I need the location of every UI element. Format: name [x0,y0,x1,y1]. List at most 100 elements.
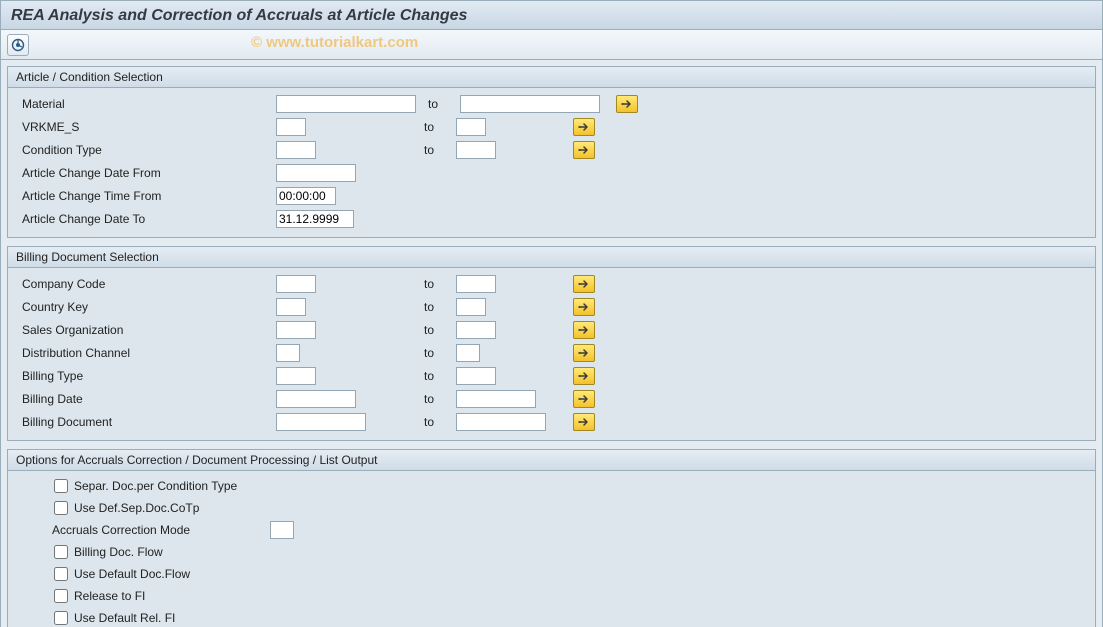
label-billing-doc-flow: Billing Doc. Flow [74,545,163,559]
to-label-country-key: to [416,300,456,314]
multiple-selection-icon [578,417,590,427]
field-row-billing-document: Billing Document to [16,411,1087,433]
to-label-vrkme-s: to [416,120,456,134]
input-distribution-channel-from[interactable] [276,344,300,362]
input-article-change-date-from-from[interactable] [276,164,356,182]
label-release-to-fi: Release to FI [74,589,145,603]
label-billing-document: Billing Document [16,415,276,429]
page-title: REA Analysis and Correction of Accruals … [1,1,1102,30]
checkbox-use-default-rel-fi[interactable] [54,611,68,625]
label-article-change-time-from: Article Change Time From [16,189,276,203]
multiple-selection-icon [578,302,590,312]
input-billing-document-from[interactable] [276,413,366,431]
multiple-selection-icon [578,279,590,289]
label-billing-date: Billing Date [16,392,276,406]
label-use-def-sep-doc-cotp: Use Def.Sep.Doc.CoTp [74,501,199,515]
toolbar: © www.tutorialkart.com [1,30,1102,60]
to-label-condition-type: to [416,143,456,157]
input-company-code-from[interactable] [276,275,316,293]
multiple-selection-icon [578,371,590,381]
input-article-change-time-from-from[interactable] [276,187,336,205]
input-company-code-to[interactable] [456,275,496,293]
to-label-sales-organization: to [416,323,456,337]
group-options: Options for Accruals Correction / Docume… [7,449,1096,627]
checkbox-billing-doc-flow[interactable] [54,545,68,559]
field-row-condition-type: Condition Type to [16,139,1087,161]
checkbox-use-default-doc-flow[interactable] [54,567,68,581]
field-row-country-key: Country Keyto [16,296,1087,318]
label-vrkme-s: VRKME_S [16,120,276,134]
input-billing-type-to[interactable] [456,367,496,385]
field-row-material: Material to [16,93,1087,115]
input-country-key-from[interactable] [276,298,306,316]
input-billing-date-from[interactable] [276,390,356,408]
input-condition-type-from[interactable] [276,141,316,159]
label-billing-type: Billing Type [16,369,276,383]
checkbox-use-def-sep-doc-cotp[interactable] [54,501,68,515]
group-header-article: Article / Condition Selection [8,67,1095,88]
option-row-separ-doc-per-condition-type: Separ. Doc.per Condition Type [16,475,1087,497]
input-vrkme-s-from[interactable] [276,118,306,136]
input-material-from[interactable] [276,95,416,113]
label-use-default-rel-fi: Use Default Rel. FI [74,611,175,625]
label-condition-type: Condition Type [16,143,276,157]
execute-button[interactable] [7,34,29,56]
label-distribution-channel: Distribution Channel [16,346,276,360]
to-label-billing-document: to [416,415,456,429]
field-row-sales-organization: Sales Organization to [16,319,1087,341]
to-label-company-code: to [416,277,456,291]
group-header-options: Options for Accruals Correction / Docume… [8,450,1095,471]
multiple-selection-button[interactable] [573,298,595,316]
multiple-selection-button[interactable] [573,141,595,159]
content-area: Article / Condition Selection Material to… [1,60,1102,627]
multiple-selection-icon [578,145,590,155]
multiple-selection-icon [578,348,590,358]
multiple-selection-button[interactable] [573,275,595,293]
multiple-selection-button[interactable] [616,95,638,113]
to-label-distribution-channel: to [416,346,456,360]
watermark: © www.tutorialkart.com [251,34,418,51]
multiple-selection-button[interactable] [573,413,595,431]
input-material-to[interactable] [460,95,600,113]
multiple-selection-button[interactable] [573,344,595,362]
input-distribution-channel-to[interactable] [456,344,480,362]
option-row-release-to-fi: Release to FI [16,585,1087,607]
input-billing-date-to[interactable] [456,390,536,408]
option-row-use-def-sep-doc-cotp: Use Def.Sep.Doc.CoTp [16,497,1087,519]
input-sales-organization-from[interactable] [276,321,316,339]
option-row-accruals-correction-mode: Accruals Correction Mode [16,519,1087,541]
checkbox-release-to-fi[interactable] [54,589,68,603]
option-row-billing-doc-flow: Billing Doc. Flow [16,541,1087,563]
to-label-material: to [420,97,460,111]
multiple-selection-button[interactable] [573,390,595,408]
input-country-key-to[interactable] [456,298,486,316]
input-article-change-date-to-from[interactable] [276,210,354,228]
option-row-use-default-doc-flow: Use Default Doc.Flow [16,563,1087,585]
to-label-billing-date: to [416,392,456,406]
input-vrkme-s-to[interactable] [456,118,486,136]
label-material: Material [16,97,276,111]
label-separ-doc-per-condition-type: Separ. Doc.per Condition Type [74,479,237,493]
execute-icon [11,38,25,52]
multiple-selection-button[interactable] [573,118,595,136]
option-row-use-default-rel-fi: Use Default Rel. FI [16,607,1087,627]
to-label-billing-type: to [416,369,456,383]
field-row-article-change-date-from: Article Change Date From [16,162,1087,184]
label-sales-organization: Sales Organization [16,323,276,337]
label-article-change-date-from: Article Change Date From [16,166,276,180]
multiple-selection-button[interactable] [573,321,595,339]
checkbox-separ-doc-per-condition-type[interactable] [54,479,68,493]
multiple-selection-icon [578,122,590,132]
multiple-selection-icon [621,99,633,109]
input-billing-type-from[interactable] [276,367,316,385]
field-row-company-code: Company Codeto [16,273,1087,295]
input-sales-organization-to[interactable] [456,321,496,339]
group-header-billing: Billing Document Selection [8,247,1095,268]
label-use-default-doc-flow: Use Default Doc.Flow [74,567,190,581]
multiple-selection-button[interactable] [573,367,595,385]
input-billing-document-to[interactable] [456,413,546,431]
multiple-selection-icon [578,394,590,404]
input-accruals-correction-mode[interactable] [270,521,294,539]
input-condition-type-to[interactable] [456,141,496,159]
field-row-article-change-time-from: Article Change Time From [16,185,1087,207]
